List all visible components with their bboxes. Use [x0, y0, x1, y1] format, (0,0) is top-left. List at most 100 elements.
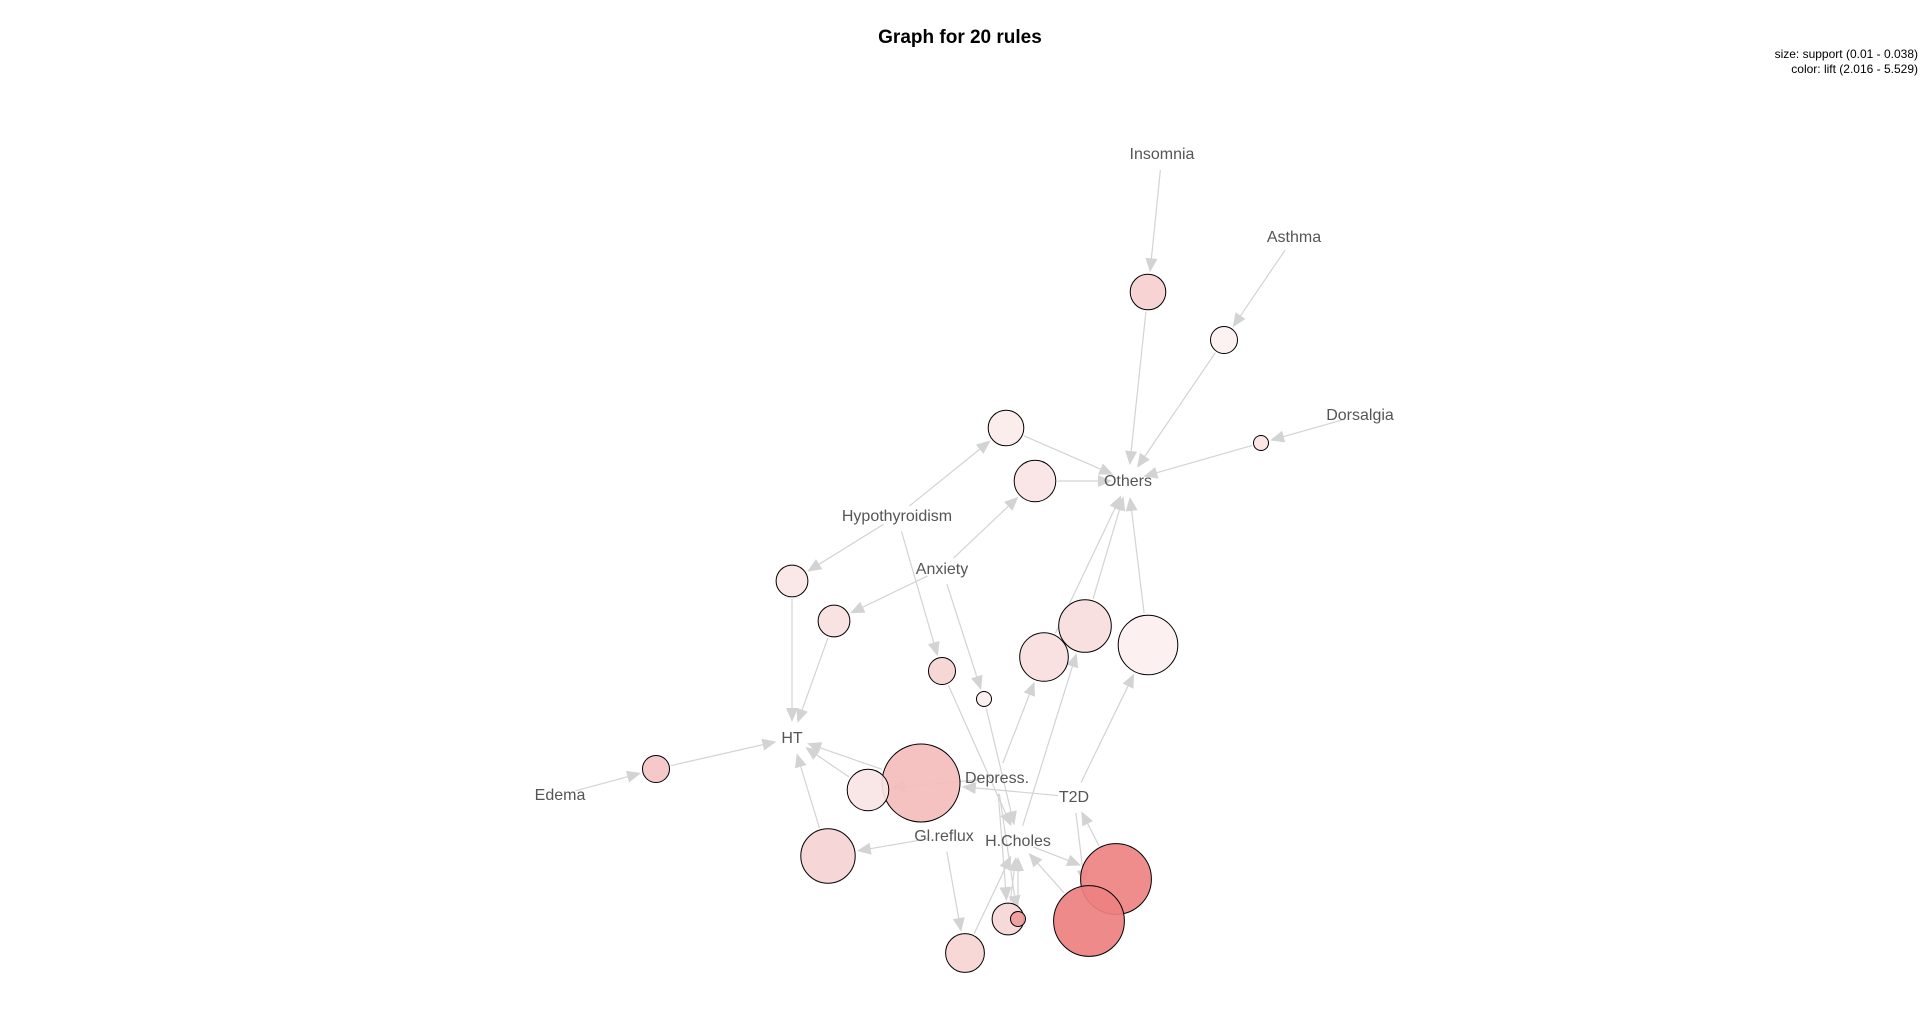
item-label-anxiety[interactable]: Anxiety [916, 561, 968, 578]
arrowhead-edema-r6 [626, 770, 642, 783]
item-label-insomnia[interactable]: Insomnia [1130, 146, 1195, 163]
arrowhead-anxiety-r8 [850, 601, 866, 614]
rule-node-r17[interactable] [800, 828, 856, 884]
rule-node-r20[interactable] [945, 933, 985, 973]
edge-depress-r11 [1002, 690, 1032, 764]
item-label-hcholes[interactable]: H.Choles [985, 833, 1051, 850]
arrowhead-insomnia-r1 [1145, 257, 1158, 273]
rule-node-r2[interactable] [1210, 326, 1238, 354]
edge-layer [575, 169, 1345, 934]
arrowhead-hypothyroidism-r7 [807, 559, 823, 572]
rule-node-r16[interactable] [881, 743, 961, 823]
legend-color: color: lift (2.016 - 5.529) [1791, 62, 1918, 76]
edge-anxiety-r8 [858, 575, 928, 610]
arrowhead-r6-ht [761, 738, 777, 751]
rule-node-r7[interactable] [775, 564, 809, 598]
rule-node-r3[interactable] [1253, 435, 1269, 451]
arrowhead-dorsalgia-r3 [1270, 430, 1286, 443]
edge-anxiety-r5 [953, 503, 1012, 559]
edge-r4-others [1023, 435, 1105, 472]
item-label-dorsalgia[interactable]: Dorsalgia [1326, 407, 1394, 424]
arrowhead-r2-others [1137, 452, 1150, 468]
legend-size: size: support (0.01 - 0.038) [1774, 47, 1918, 61]
rule-node-r8[interactable] [817, 604, 851, 638]
item-label-ht[interactable]: HT [781, 730, 803, 747]
arrowhead-r3-others [1143, 467, 1159, 479]
edge-r17-ht [799, 762, 821, 829]
arrowhead-r5-others [1098, 475, 1112, 487]
edge-r20-hcholes [973, 864, 1008, 934]
edge-hcholes-r12 [1022, 662, 1075, 826]
edge-asthma-r2 [1237, 249, 1286, 320]
item-label-depress[interactable]: Depress. [965, 770, 1029, 787]
edge-hypothyroidism-r7 [815, 523, 884, 567]
edge-depress-r14 [998, 793, 1016, 900]
chart-title: Graph for 20 rules [0, 27, 1920, 49]
arrowhead-t2d-r16 [961, 782, 977, 794]
arrowhead-anxiety-r5 [1004, 496, 1019, 511]
arrowhead-r1-others [1125, 450, 1138, 466]
item-label-edema[interactable]: Edema [535, 787, 586, 804]
edge-r1-others [1130, 311, 1147, 456]
edge-t2d-r19 [1075, 812, 1084, 874]
edge-r6-ht [670, 743, 767, 767]
rule-node-r4[interactable] [987, 409, 1025, 447]
arrowhead-anxiety-r10 [971, 674, 983, 690]
edge-r16-ht [816, 745, 883, 771]
edge-hypothyroidism-r4 [909, 446, 984, 507]
arrowhead-r13-others [1125, 496, 1138, 512]
edge-insomnia-r1 [1150, 169, 1161, 263]
edge-r18-t2d [1085, 819, 1100, 846]
arrowhead-r16-ht [807, 742, 823, 754]
edge-hypothyroidism-r9 [900, 531, 936, 647]
item-label-t2d[interactable]: T2D [1059, 789, 1089, 806]
arrowhead-r14-hcholes [1012, 857, 1024, 871]
arrowhead-r18-t2d [1081, 811, 1093, 827]
arrowhead-t2d-r13 [1122, 673, 1135, 689]
rule-node-r15[interactable] [846, 768, 890, 812]
rule-node-r9[interactable] [928, 657, 956, 685]
edge-r12-others [1092, 505, 1122, 600]
arrowhead-r7-ht [786, 708, 798, 722]
edge-depress-r21 [997, 793, 1007, 892]
rule-node-r10[interactable] [976, 691, 992, 707]
arrowhead-r4-others [1098, 463, 1114, 475]
rule-node-r5[interactable] [1013, 459, 1057, 503]
item-label-hypothyroidism[interactable]: Hypothyroidism [842, 508, 952, 525]
edge-anxiety-r10 [946, 584, 979, 681]
arrowhead-hcholes-r12 [1066, 653, 1079, 669]
edge-r15-ht [813, 752, 850, 778]
arrowhead-depress-r21 [999, 886, 1012, 902]
rule-node-r13[interactable] [1117, 614, 1179, 676]
rule-node-r19[interactable] [1053, 885, 1125, 957]
rule-node-r6[interactable] [642, 755, 670, 783]
rule-node-r1[interactable] [1129, 273, 1167, 311]
edge-r9-hcholes [947, 684, 1008, 818]
edge-r13-others [1130, 506, 1145, 614]
item-label-others[interactable]: Others [1104, 473, 1152, 490]
arrowhead-hcholes-r18 [1065, 854, 1082, 866]
edge-glreflux-r17 [866, 838, 929, 850]
edge-dorsalgia-r3 [1279, 418, 1345, 439]
arrowhead-hypothyroidism-r9 [928, 641, 940, 657]
edge-t2d-r13 [1080, 682, 1131, 783]
rule-node-r14[interactable] [1010, 911, 1026, 927]
edge-r8-ht [800, 637, 829, 714]
edge-r3-others [1152, 445, 1253, 475]
rule-node-r11[interactable] [1019, 632, 1069, 682]
rule-node-r12[interactable] [1058, 599, 1112, 653]
item-label-asthma[interactable]: Asthma [1267, 229, 1321, 246]
arrowhead-glreflux-r20 [952, 917, 965, 932]
arrowhead-r17-ht [795, 753, 807, 769]
arrowhead-depress-r11 [1023, 681, 1035, 697]
edge-r2-others [1142, 352, 1216, 460]
arrowhead-hypothyroidism-r4 [975, 440, 991, 454]
rule-node-layer [642, 273, 1269, 973]
chart-title-text: Graph for 20 rules [878, 27, 1042, 48]
legend: size: support (0.01 - 0.038) color: lift… [1775, 47, 1918, 77]
arrowhead-r10-hcholes [1005, 810, 1017, 826]
edge-hcholes-r18 [1032, 846, 1073, 863]
arrowhead-r20-hcholes [999, 855, 1012, 871]
item-label-glreflux[interactable]: Gl.reflux [914, 828, 974, 845]
